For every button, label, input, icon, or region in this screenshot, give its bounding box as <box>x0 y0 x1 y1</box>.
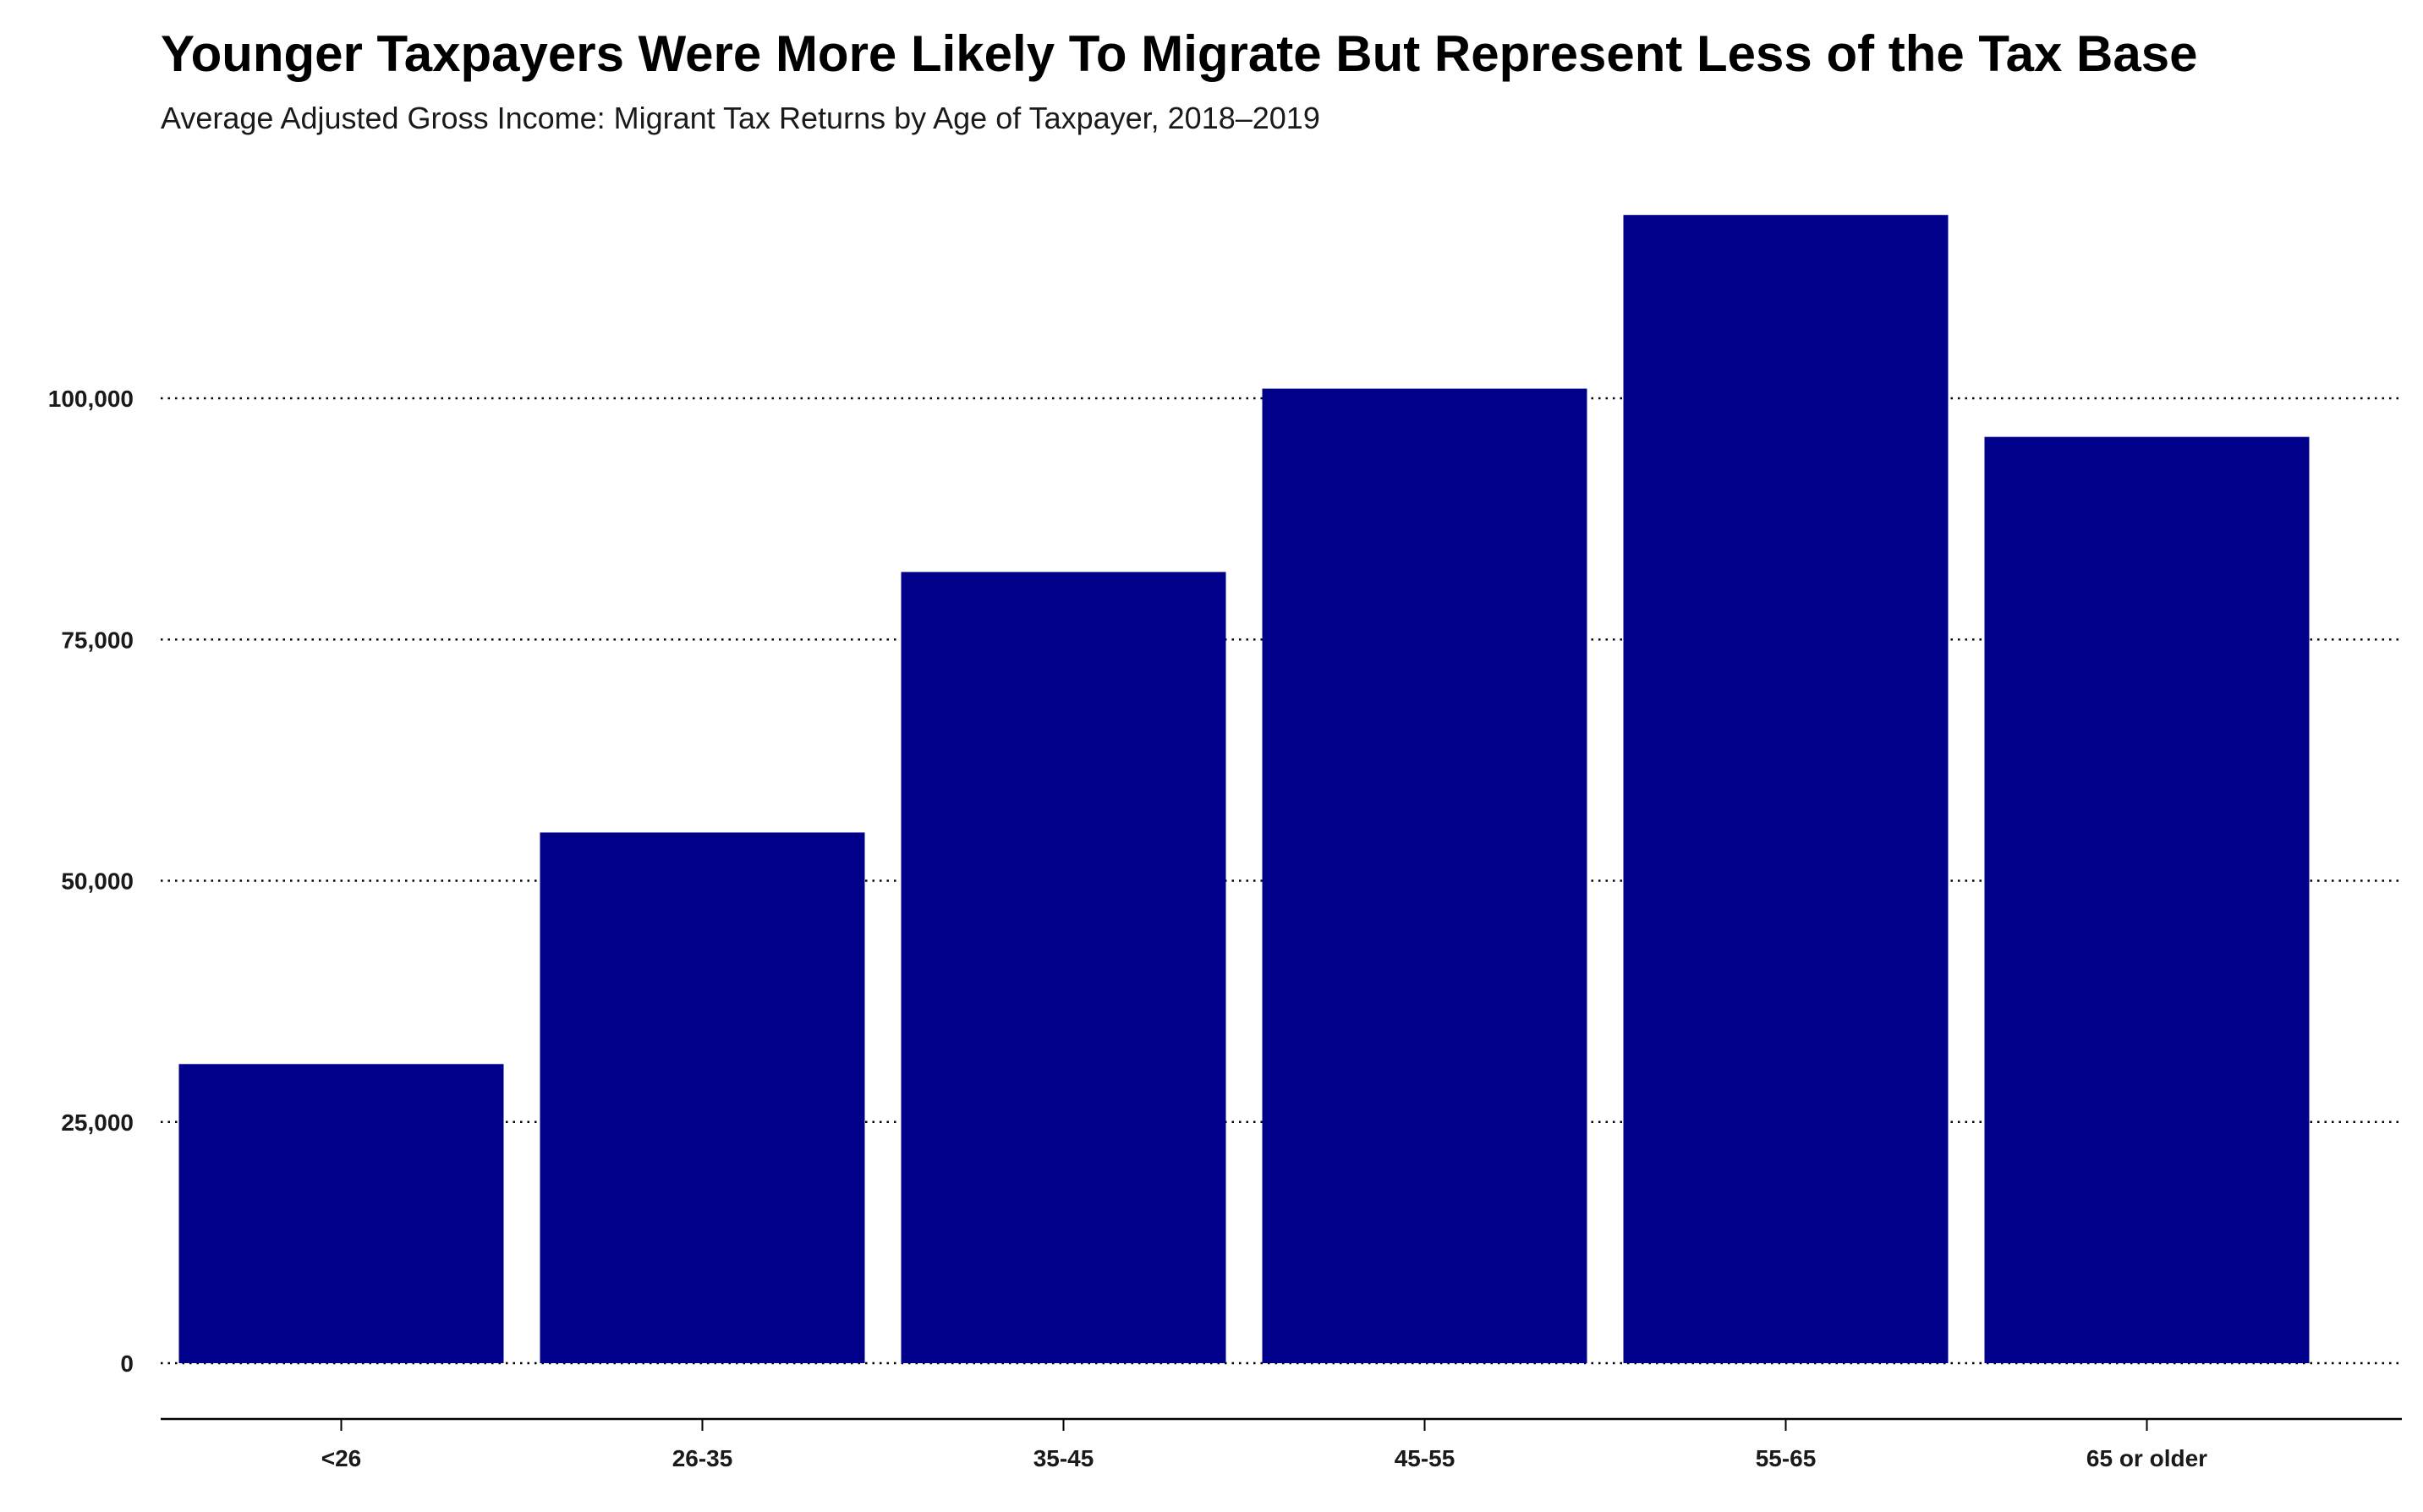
x-tick-label: 55-65 <box>1756 1445 1817 1471</box>
chart-title: Younger Taxpayers Were More Likely To Mi… <box>161 25 2198 82</box>
y-tick-label: 50,000 <box>61 868 134 895</box>
chart-subtitle: Average Adjusted Gross Income: Migrant T… <box>161 101 1320 135</box>
y-tick-label: 75,000 <box>61 627 134 653</box>
y-tick-label: 25,000 <box>61 1109 134 1136</box>
x-axis-tick-labels: <26 26-35 35-45 45-55 55-65 65 or older <box>321 1445 2207 1471</box>
bar <box>1984 436 2310 1363</box>
bar <box>178 1064 504 1363</box>
x-tick-label: 45-55 <box>1395 1445 1455 1471</box>
y-axis-tick-labels: 0 25,000 50,000 75,000 100,000 <box>48 386 134 1377</box>
bar <box>1623 215 1949 1364</box>
x-tick-label: <26 <box>321 1445 362 1471</box>
x-tick-label: 65 or older <box>2086 1445 2207 1471</box>
y-tick-label: 100,000 <box>48 386 134 412</box>
x-tick-label: 35-45 <box>1033 1445 1094 1471</box>
bar <box>901 572 1226 1363</box>
bar <box>1262 388 1587 1364</box>
bars <box>178 215 2310 1364</box>
x-axis <box>161 1417 2402 1431</box>
x-tick-label: 26-35 <box>672 1445 733 1471</box>
bar <box>540 832 865 1363</box>
y-tick-label: 0 <box>120 1350 134 1377</box>
